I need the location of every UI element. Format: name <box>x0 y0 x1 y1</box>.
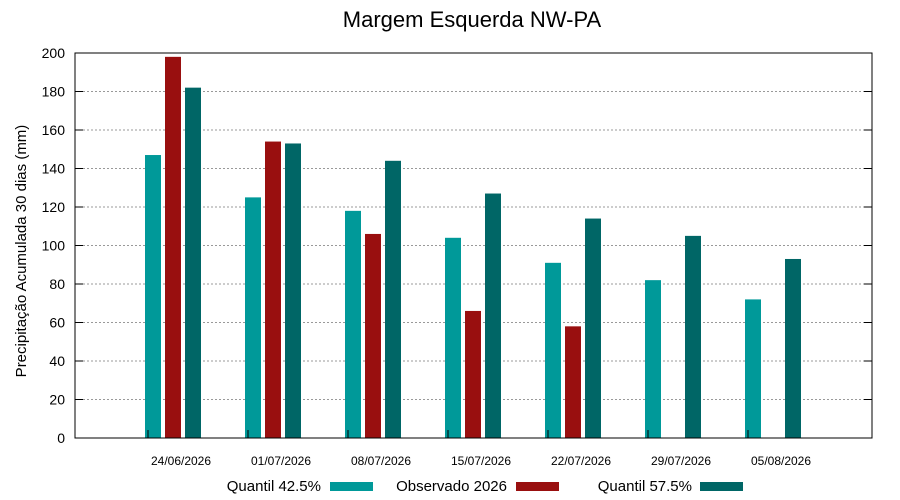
y-tick-label: 140 <box>42 161 66 177</box>
bar-0-2 <box>345 210 361 438</box>
legend: Quantil 42.5% Observado 2026 Quantil 57.5% <box>227 478 743 495</box>
bar-2-6 <box>785 258 801 438</box>
legend-swatch-2 <box>700 482 743 491</box>
legend-swatch-1 <box>516 482 559 491</box>
bar-1-1 <box>265 141 281 439</box>
x-tick-label: 05/08/2026 <box>751 454 811 468</box>
bar-2-0 <box>185 87 201 439</box>
y-tick-label: 180 <box>42 84 66 100</box>
x-tick-label: 08/07/2026 <box>351 454 411 468</box>
gridlines <box>75 91 872 400</box>
x-tick-label: 15/07/2026 <box>451 454 511 468</box>
y-tick-label: 80 <box>49 276 65 292</box>
bar-1-2 <box>365 233 381 438</box>
y-tick-label: 100 <box>42 238 66 254</box>
y-tick-label: 0 <box>57 430 65 446</box>
bar-0-6 <box>745 299 761 438</box>
bar-0-4 <box>545 262 561 438</box>
bar-1-3 <box>465 310 481 438</box>
bar-2-4 <box>585 218 601 438</box>
bar-0-1 <box>245 197 261 438</box>
bar-0-3 <box>445 237 461 438</box>
bars <box>145 56 801 439</box>
bar-1-4 <box>565 326 581 438</box>
bar-2-1 <box>285 143 301 438</box>
legend-swatch-0 <box>330 482 373 491</box>
bar-2-2 <box>385 160 401 439</box>
x-tick-label: 24/06/2026 <box>151 454 211 468</box>
y-tick-label: 20 <box>49 392 65 408</box>
y-tick-label: 40 <box>49 353 65 369</box>
y-axis-ticks: 0 20 40 60 80 100 120 140 160 180 200 <box>42 45 872 446</box>
x-tick-label: 01/07/2026 <box>251 454 311 468</box>
x-tick-label: 22/07/2026 <box>551 454 611 468</box>
y-tick-label: 160 <box>42 122 66 138</box>
bar-2-5 <box>685 235 701 438</box>
legend-label-2: Quantil 57.5% <box>598 478 692 495</box>
legend-label-0: Quantil 42.5% <box>227 478 321 495</box>
x-axis-ticks: 24/06/2026 01/07/2026 08/07/2026 15/07/2026… <box>147 430 811 468</box>
y-tick-label: 200 <box>42 45 66 61</box>
x-tick-label: 29/07/2026 <box>651 454 711 468</box>
y-tick-label: 120 <box>42 199 66 215</box>
bar-2-3 <box>485 193 501 438</box>
bar-0-5 <box>645 280 661 438</box>
legend-label-1: Observado 2026 <box>396 478 507 495</box>
y-axis-label: Precipitação Acumulada 30 dias (mm) <box>13 125 30 378</box>
bar-1-0 <box>165 56 181 438</box>
chart-title: Margem Esquerda NW-PA <box>343 7 602 32</box>
y-tick-label: 60 <box>49 315 65 331</box>
bar-0-0 <box>145 155 161 438</box>
